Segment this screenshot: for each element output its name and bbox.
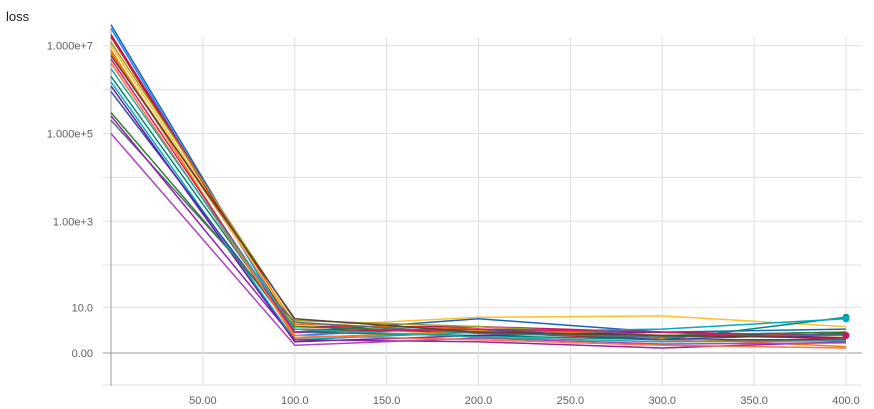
series-line	[110, 45, 847, 328]
y-tick-label: 0.00	[72, 348, 93, 360]
tick-labels: 1.000e+7 1.000e+5 1.00e+3 10.0 0.00 50.00 100.…	[47, 41, 860, 407]
series-end-marker	[842, 315, 850, 323]
series-line	[110, 54, 847, 339]
series-lines	[110, 24, 847, 349]
x-tick-label: 300.0	[648, 395, 676, 407]
series-line	[110, 133, 847, 347]
series-end-marker	[842, 332, 850, 340]
series-line	[110, 68, 847, 343]
x-tick-label: 400.0	[832, 395, 860, 407]
y-tick-label: 1.000e+5	[47, 128, 93, 140]
series-line	[110, 62, 847, 349]
series-markers	[842, 313, 850, 340]
y-tick-label: 10.0	[72, 302, 93, 314]
x-tick-label: 50.00	[189, 395, 217, 407]
chart-title: loss	[6, 9, 30, 24]
y-tick-label: 1.00e+3	[53, 216, 93, 228]
x-tick-label: 150.0	[373, 395, 401, 407]
x-tick-label: 100.0	[281, 395, 309, 407]
x-tick-label: 250.0	[557, 395, 585, 407]
x-tick-label: 200.0	[465, 395, 493, 407]
y-tick-label: 1.000e+7	[47, 41, 93, 53]
x-tick-label: 350.0	[740, 395, 768, 407]
